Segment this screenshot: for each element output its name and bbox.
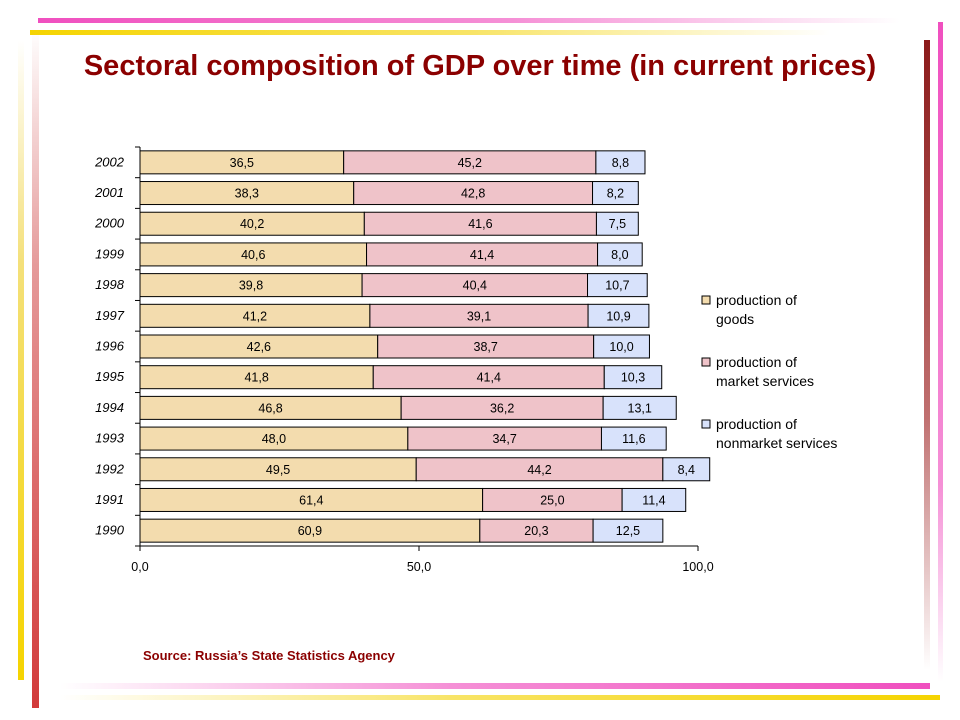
decor-top-pink-bar [38, 18, 900, 23]
legend-swatch-0 [701, 295, 711, 305]
y-tick-label-1992: 1992 [95, 461, 125, 476]
legend-swatch-2 [701, 419, 711, 429]
data-label-1999-s0: 40,6 [241, 248, 265, 262]
legend-label-1-1: market services [716, 373, 814, 389]
decor-top-yellow-bar [30, 30, 830, 35]
legend-label-2-1: nonmarket services [716, 435, 837, 451]
data-label-1997-s2: 10,9 [606, 309, 630, 323]
bar-segment-2001-s2 [592, 181, 639, 206]
data-label-1994-s1: 36,2 [490, 401, 514, 415]
data-label-1993-s1: 34,7 [492, 432, 516, 446]
data-label-2002-s0: 36,5 [230, 156, 254, 170]
data-label-1991-s0: 61,4 [299, 493, 323, 507]
data-label-1996-s2: 10,0 [609, 340, 633, 354]
data-label-1992-s2: 8,4 [678, 463, 695, 477]
y-tick-label-2000: 2000 [94, 216, 125, 231]
data-label-2001-s0: 38,3 [235, 187, 259, 201]
y-tick-label-1990: 1990 [95, 523, 125, 538]
data-label-1992-s0: 49,5 [266, 463, 290, 477]
data-label-1995-s1: 41,4 [477, 371, 501, 385]
data-label-2001-s2: 8,2 [607, 187, 624, 201]
bar-segment-1993-s2 [600, 426, 667, 451]
data-label-1992-s1: 44,2 [527, 463, 551, 477]
bar-segment-1996-s2 [593, 334, 650, 359]
y-tick-label-1995: 1995 [95, 369, 125, 384]
legend-label-0-1: goods [716, 311, 754, 327]
data-label-1999-s2: 8,0 [611, 248, 628, 262]
bar-segment-1990-s2 [592, 518, 664, 543]
data-label-2002-s2: 8,8 [612, 156, 629, 170]
decor-bottom-yellow-bar [60, 695, 940, 700]
decor-left-yellow-bar [18, 40, 24, 680]
data-label-1990-s1: 20,3 [524, 524, 548, 538]
bar-segment-2002-s2 [595, 150, 646, 175]
y-tick-label-2001: 2001 [94, 185, 124, 200]
data-label-1998-s0: 39,8 [239, 279, 263, 293]
y-tick-label-1999: 1999 [95, 246, 124, 261]
data-label-1996-s1: 38,7 [474, 340, 498, 354]
legend-swatch-1 [701, 357, 711, 367]
data-label-1990-s2: 12,5 [616, 524, 640, 538]
data-label-1994-s2: 13,1 [628, 401, 652, 415]
slide-title: Sectoral composition of GDP over time (i… [83, 50, 877, 82]
y-tick-label-1994: 1994 [95, 400, 124, 415]
x-tick-label-0: 0,0 [131, 560, 148, 574]
y-tick-label-1998: 1998 [95, 277, 125, 292]
y-tick-label-2002: 2002 [94, 154, 125, 169]
decor-left-red-bar [32, 28, 39, 708]
legend-label-0-0: production of [716, 292, 797, 308]
data-label-1994-s0: 46,8 [258, 401, 282, 415]
data-label-1999-s1: 41,4 [470, 248, 494, 262]
bar-segment-1992-s2 [662, 457, 711, 482]
data-label-2002-s1: 45,2 [458, 156, 482, 170]
data-label-1995-s2: 10,3 [621, 371, 645, 385]
data-label-1991-s2: 11,4 [642, 493, 665, 507]
legend-label-2-0: production of [716, 416, 797, 432]
data-label-2000-s0: 40,2 [240, 217, 264, 231]
y-tick-label-1996: 1996 [95, 339, 125, 354]
data-label-1990-s0: 60,9 [298, 524, 322, 538]
data-label-2000-s2: 7,5 [609, 217, 626, 231]
bar-segment-2000-s2 [595, 211, 639, 236]
data-label-1996-s0: 42,6 [247, 340, 271, 354]
data-label-1997-s1: 39,1 [467, 309, 491, 323]
decor-right-pink-bar [938, 22, 943, 682]
y-tick-label-1991: 1991 [95, 492, 124, 507]
bar-segment-1998-s2 [587, 273, 648, 298]
decor-right-dark-bar [924, 40, 930, 670]
data-label-1998-s2: 10,7 [605, 279, 629, 293]
data-label-2000-s1: 41,6 [468, 217, 492, 231]
data-label-1995-s0: 41,8 [244, 371, 268, 385]
data-label-1993-s0: 48,0 [262, 432, 286, 446]
data-label-1998-s1: 40,4 [463, 279, 487, 293]
source-note: Source: Russia’s State Statistics Agency [143, 648, 395, 663]
data-label-1997-s0: 41,2 [243, 309, 267, 323]
x-tick-label-2: 100,0 [682, 560, 713, 574]
decor-bottom-pink-bar [60, 683, 930, 689]
y-tick-label-1997: 1997 [95, 308, 125, 323]
data-label-2001-s1: 42,8 [461, 187, 485, 201]
bar-segment-1999-s2 [597, 242, 643, 267]
bar-segment-1997-s2 [587, 303, 650, 328]
legend-label-1-0: production of [716, 354, 797, 370]
bar-segment-1995-s2 [603, 365, 663, 390]
data-label-1991-s1: 25,0 [540, 493, 564, 507]
bar-segment-1991-s2 [621, 487, 687, 512]
bar-segment-1994-s2 [602, 395, 677, 420]
x-tick-label-1: 50,0 [407, 560, 431, 574]
y-tick-label-1993: 1993 [95, 431, 125, 446]
data-label-1993-s2: 11,6 [622, 432, 645, 446]
